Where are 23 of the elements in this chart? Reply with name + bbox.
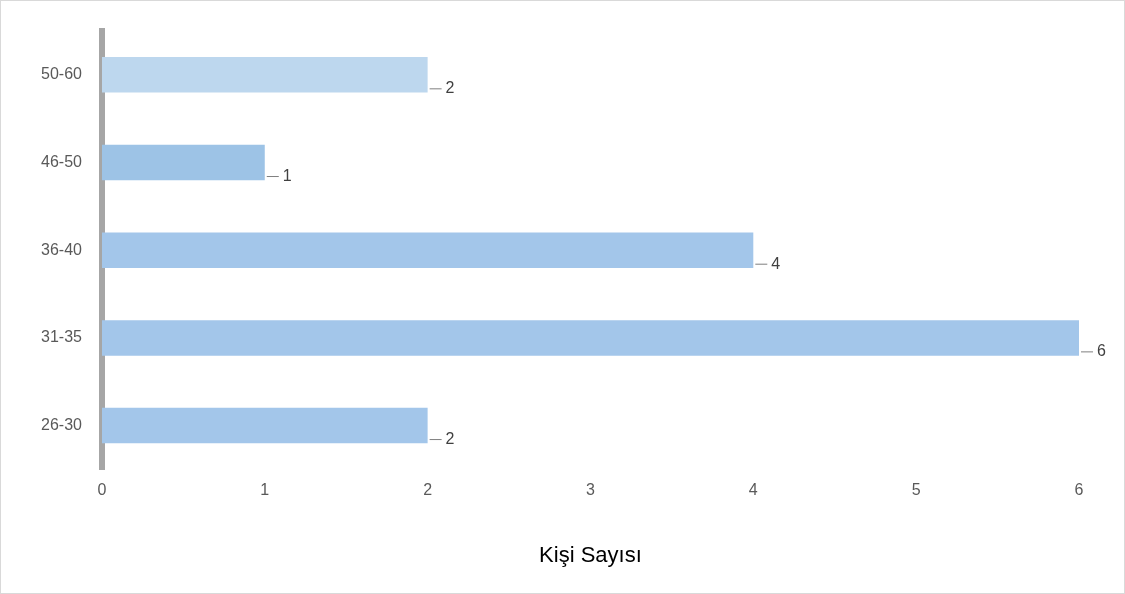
x-tick-label: 2	[423, 481, 433, 499]
x-tick-label: 5	[911, 481, 921, 499]
y-tick-label: 46-50	[41, 152, 83, 170]
y-tick-label: 31-35	[41, 328, 83, 346]
x-tick-label: 3	[586, 481, 596, 499]
bar	[101, 144, 265, 181]
x-axis-title: Kişi Sayısı	[539, 541, 642, 567]
bar	[101, 232, 754, 268]
data-label: 2	[445, 79, 455, 97]
x-tick-label: 6	[1074, 481, 1084, 499]
bar	[101, 407, 428, 444]
x-tick-label: 0	[97, 481, 107, 499]
bar	[101, 57, 428, 93]
data-label: 2	[445, 429, 455, 447]
data-label: 1	[282, 166, 292, 184]
x-tick-label: 4	[748, 481, 758, 499]
x-tick-label: 1	[260, 481, 270, 499]
bar	[101, 320, 1079, 356]
y-tick-label: 26-30	[41, 415, 83, 433]
y-tick-label: 50-60	[41, 65, 83, 83]
data-label: 6	[1097, 342, 1106, 360]
y-tick-label: 36-40	[41, 240, 83, 258]
data-label: 4	[771, 254, 781, 272]
